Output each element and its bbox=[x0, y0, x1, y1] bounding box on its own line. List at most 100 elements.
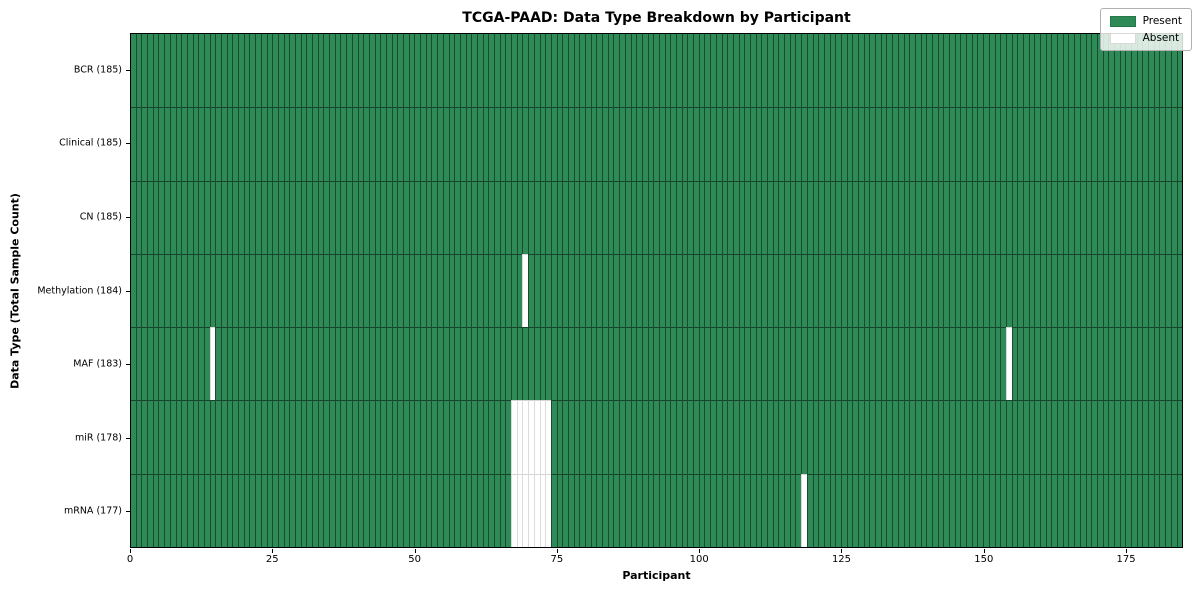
matrix-cell bbox=[221, 400, 227, 474]
matrix-cell bbox=[738, 180, 745, 254]
matrix-cell bbox=[966, 327, 972, 401]
matrix-cell bbox=[681, 327, 688, 401]
matrix-cell bbox=[738, 327, 745, 401]
matrix-cell bbox=[630, 34, 637, 108]
matrix-cell bbox=[1040, 400, 1046, 474]
legend-item-absent: Absent bbox=[1109, 32, 1182, 44]
matrix-cell bbox=[732, 473, 739, 547]
matrix-cell bbox=[147, 253, 153, 328]
matrix-cell bbox=[1085, 107, 1092, 181]
matrix-cell bbox=[727, 34, 733, 108]
matrix-cell bbox=[192, 107, 199, 181]
matrix-cell bbox=[687, 327, 694, 401]
matrix-cell bbox=[596, 107, 603, 181]
matrix-cell bbox=[749, 400, 756, 474]
matrix-cell bbox=[1136, 34, 1143, 108]
x-tick-label: 125 bbox=[831, 554, 852, 565]
matrix-cell bbox=[880, 253, 887, 328]
matrix-cell bbox=[397, 400, 403, 474]
matrix-cell bbox=[209, 400, 216, 474]
matrix-cell bbox=[1170, 180, 1177, 254]
matrix-cell bbox=[840, 180, 847, 254]
matrix-cell bbox=[653, 473, 659, 547]
matrix-cell bbox=[209, 34, 216, 108]
matrix-cell bbox=[1034, 400, 1040, 474]
matrix-cell bbox=[181, 473, 187, 547]
matrix-cell bbox=[169, 180, 176, 254]
matrix-cell bbox=[131, 253, 136, 328]
matrix-cell bbox=[909, 107, 915, 181]
matrix-cell bbox=[920, 327, 927, 401]
matrix-cell bbox=[243, 473, 250, 547]
matrix-cell bbox=[511, 253, 517, 328]
matrix-cell bbox=[869, 400, 876, 474]
matrix-cell bbox=[346, 400, 352, 474]
matrix-cell bbox=[755, 400, 762, 474]
matrix-cell bbox=[744, 107, 750, 181]
matrix-cell bbox=[1096, 107, 1103, 181]
matrix-cell bbox=[368, 253, 375, 328]
matrix-cell bbox=[607, 253, 614, 328]
matrix-cell bbox=[1096, 253, 1103, 328]
matrix-cell bbox=[403, 327, 409, 401]
matrix-cell bbox=[448, 34, 455, 108]
matrix-cell bbox=[1113, 34, 1120, 108]
matrix-cell bbox=[1074, 107, 1080, 181]
matrix-cell bbox=[602, 180, 608, 254]
matrix-cell bbox=[710, 34, 716, 108]
matrix-cell bbox=[420, 253, 426, 328]
matrix-cell bbox=[505, 107, 512, 181]
matrix-cell bbox=[983, 253, 989, 328]
matrix-cell bbox=[1153, 107, 1160, 181]
matrix-cell bbox=[300, 253, 307, 328]
matrix-cell bbox=[1074, 473, 1080, 547]
matrix-cell bbox=[1051, 400, 1058, 474]
matrix-cell bbox=[886, 473, 893, 547]
matrix-cell bbox=[545, 180, 551, 254]
matrix-cell bbox=[403, 180, 409, 254]
matrix-cell bbox=[607, 473, 614, 547]
matrix-cell bbox=[312, 327, 318, 401]
matrix-cell bbox=[209, 327, 216, 401]
matrix-cell bbox=[664, 473, 671, 547]
matrix-cell bbox=[562, 180, 568, 254]
matrix-cell bbox=[823, 400, 830, 474]
matrix-cell bbox=[909, 327, 915, 401]
matrix-cell bbox=[351, 180, 358, 254]
matrix-cell bbox=[306, 253, 312, 328]
matrix-cell bbox=[255, 473, 261, 547]
matrix-cell bbox=[744, 180, 750, 254]
matrix-cell bbox=[869, 34, 876, 108]
matrix-cell bbox=[1102, 253, 1109, 328]
matrix-cell bbox=[567, 253, 574, 328]
matrix-cell bbox=[403, 34, 409, 108]
matrix-cell bbox=[966, 180, 972, 254]
matrix-cell bbox=[1102, 400, 1109, 474]
matrix-cell bbox=[971, 34, 978, 108]
matrix-cell bbox=[1119, 327, 1126, 401]
matrix-cell bbox=[931, 34, 938, 108]
matrix-cell bbox=[926, 253, 932, 328]
matrix-cell bbox=[539, 253, 546, 328]
matrix-cell bbox=[624, 327, 631, 401]
matrix-cell bbox=[169, 473, 176, 547]
matrix-cell bbox=[317, 253, 324, 328]
matrix-cell bbox=[408, 473, 415, 547]
matrix-cell bbox=[459, 107, 466, 181]
matrix-cell bbox=[465, 327, 472, 401]
matrix-cell bbox=[977, 400, 984, 474]
matrix-cell bbox=[1022, 34, 1029, 108]
matrix-cell bbox=[658, 107, 665, 181]
matrix-cell bbox=[397, 34, 403, 108]
matrix-cell bbox=[346, 473, 352, 547]
matrix-cell bbox=[465, 253, 472, 328]
matrix-cell bbox=[550, 107, 557, 181]
matrix-cell bbox=[988, 400, 995, 474]
matrix-cell bbox=[1165, 327, 1171, 401]
matrix-cell bbox=[1045, 180, 1052, 254]
matrix-cell bbox=[317, 327, 324, 401]
matrix-cell bbox=[647, 400, 654, 474]
matrix-cell bbox=[556, 180, 563, 254]
matrix-cell bbox=[340, 253, 347, 328]
matrix-cell bbox=[215, 253, 221, 328]
